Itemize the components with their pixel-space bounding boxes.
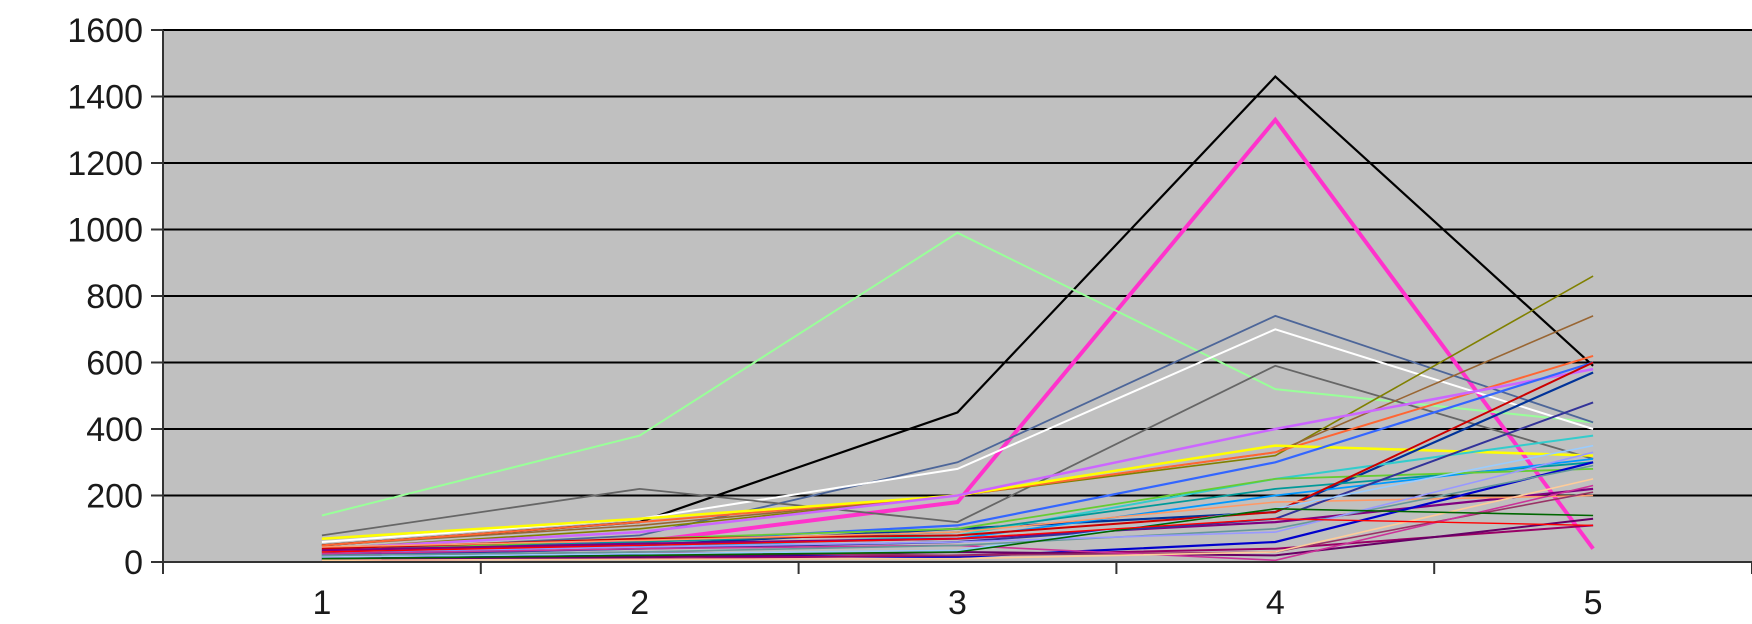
x-tick-label: 4	[1266, 584, 1285, 622]
y-tick-label: 400	[86, 411, 143, 449]
y-tick-label: 1600	[67, 12, 143, 50]
y-tick-label: 800	[86, 278, 143, 316]
y-tick-label: 200	[86, 478, 143, 516]
y-tick-label: 600	[86, 345, 143, 383]
series-line	[321, 314, 1594, 553]
gridlines	[163, 29, 1752, 497]
series-line	[321, 518, 1594, 553]
x-tick-label: 3	[948, 584, 967, 622]
series-line	[321, 231, 1594, 517]
y-tick-label: 1400	[67, 79, 143, 117]
series-line	[321, 507, 1594, 560]
y-axis-ticks: 0 200 400 600 800 1000 1200 1400 1600	[67, 12, 163, 582]
series-lines	[321, 75, 1595, 562]
x-tick-label: 2	[630, 584, 649, 622]
series-line	[321, 367, 1594, 550]
y-tick-label: 1200	[67, 145, 143, 183]
x-tick-label: 5	[1584, 584, 1603, 622]
series-line	[321, 444, 1594, 558]
series-line	[321, 464, 1594, 557]
x-axis-ticks: 1 2 3 4 5	[162, 562, 1752, 622]
series-line	[321, 494, 1594, 548]
x-tick-label: 1	[312, 584, 331, 622]
series-line	[321, 364, 1594, 537]
y-tick-label: 1000	[67, 212, 143, 250]
y-tick-label: 0	[124, 544, 143, 582]
series-line	[321, 451, 1594, 553]
series-line	[321, 478, 1594, 562]
